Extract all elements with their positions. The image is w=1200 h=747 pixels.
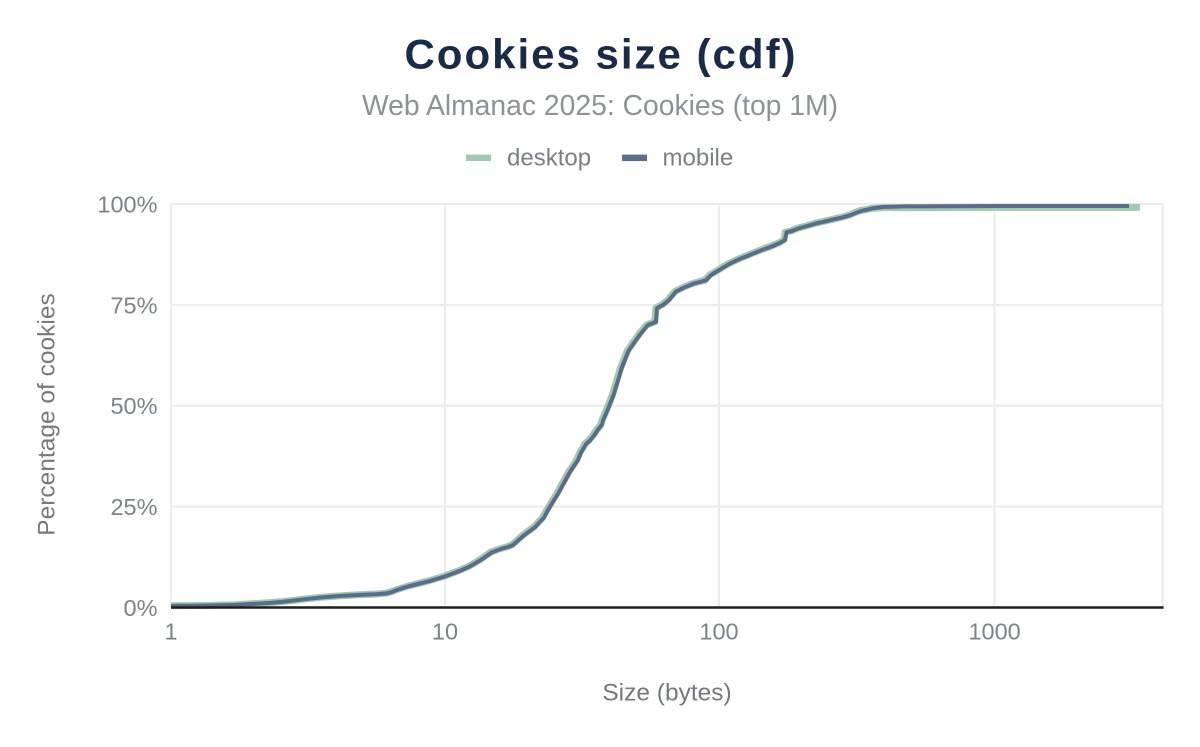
svg-text:50%: 50% (110, 393, 157, 419)
svg-text:100: 100 (699, 619, 738, 645)
svg-text:mobile: mobile (663, 144, 734, 171)
svg-text:Web Almanac 2025: Cookies (top: Web Almanac 2025: Cookies (top 1M) (362, 89, 838, 121)
svg-text:1000: 1000 (968, 619, 1020, 645)
svg-text:75%: 75% (110, 292, 157, 318)
svg-text:25%: 25% (110, 494, 157, 520)
svg-text:10: 10 (432, 619, 458, 645)
svg-text:desktop: desktop (507, 144, 591, 171)
svg-text:1: 1 (164, 619, 177, 645)
svg-text:100%: 100% (97, 191, 157, 217)
svg-text:0%: 0% (124, 595, 158, 621)
svg-text:Percentage of cookies: Percentage of cookies (34, 293, 61, 535)
svg-text:Size (bytes): Size (bytes) (602, 680, 731, 707)
svg-text:Cookies size (cdf): Cookies size (cdf) (404, 31, 797, 78)
